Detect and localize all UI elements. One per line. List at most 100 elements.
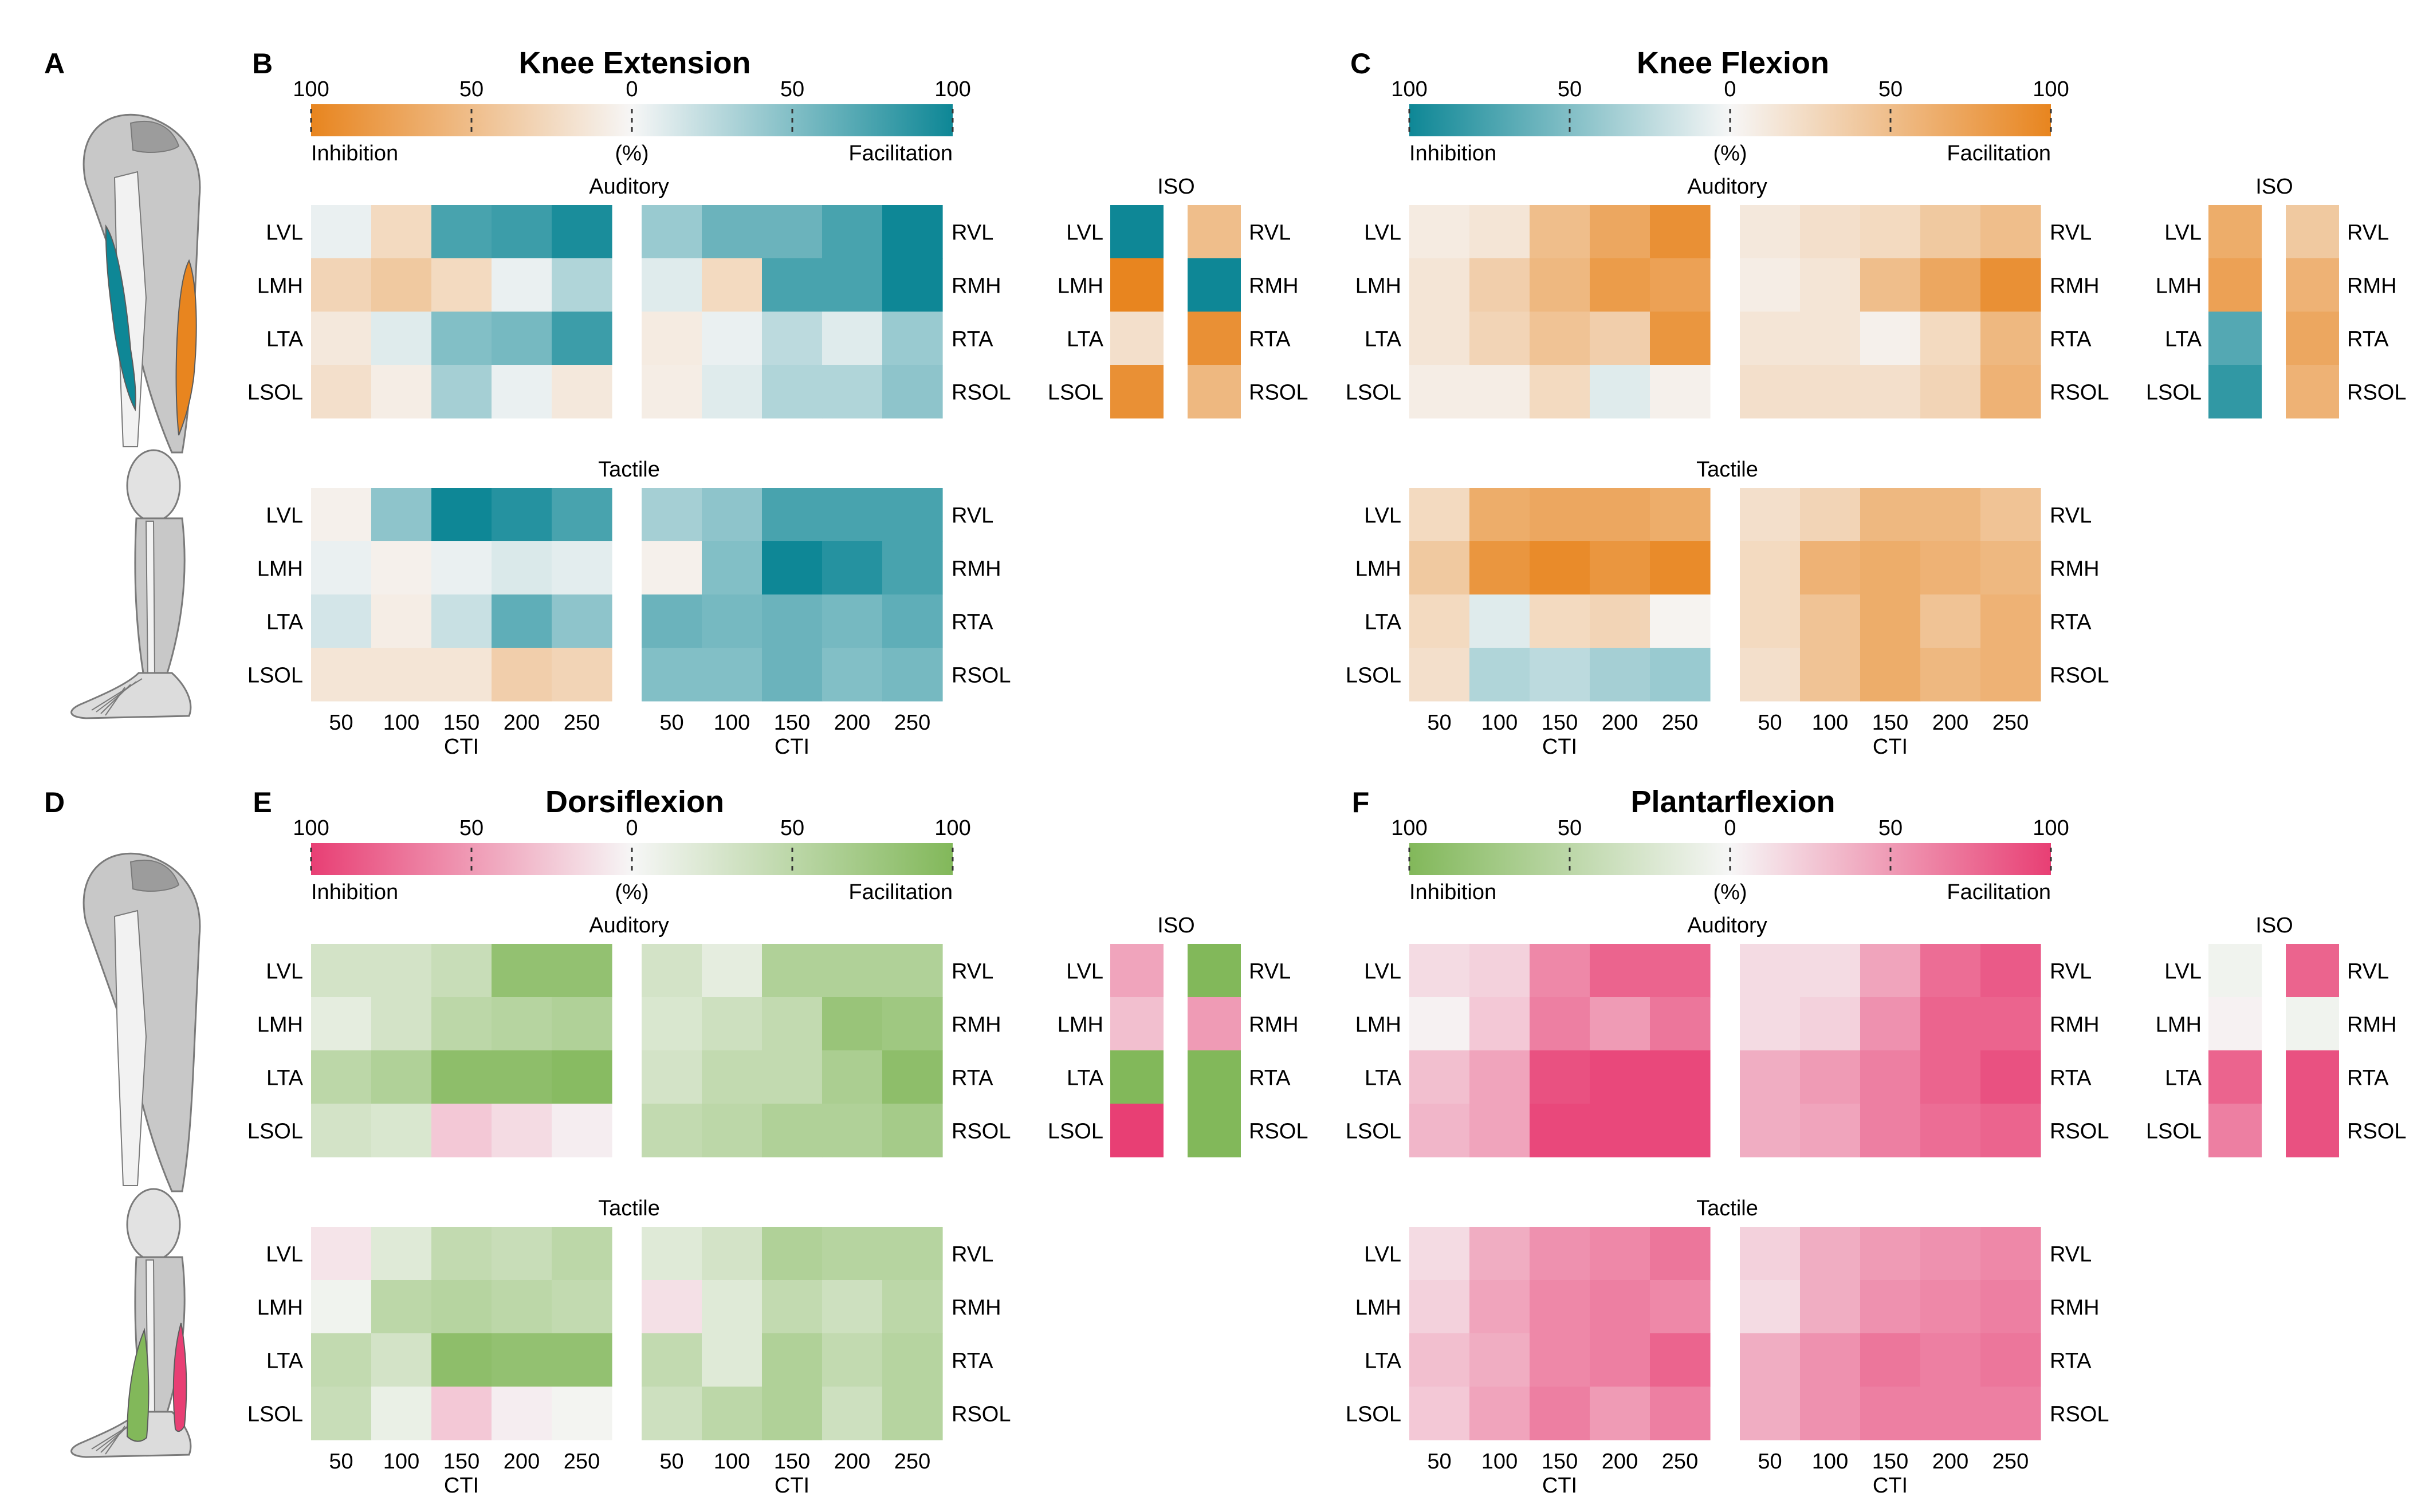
tactile-right-cell	[1920, 1387, 1981, 1440]
tactile-section-label: Tactile	[1696, 458, 1758, 482]
row-label-left: LVL	[266, 221, 303, 245]
auditory-right-cell	[1860, 365, 1921, 419]
tactile-right-cell	[882, 594, 943, 648]
auditory-left-cell	[1530, 1104, 1590, 1157]
x-tick-label: 100	[1481, 1450, 1518, 1474]
x-tick-label: 50	[1758, 1450, 1782, 1474]
auditory-right-cell	[1980, 1104, 2041, 1157]
colorbar-left-label: Inhibition	[311, 880, 398, 904]
row-label-right: RVL	[952, 504, 993, 528]
tactile-left-cell	[1409, 1280, 1470, 1334]
row-label-right: RSOL	[952, 664, 1011, 688]
panel-letter-a: A	[44, 48, 65, 80]
auditory-right-cell	[1740, 997, 1801, 1051]
auditory-right-cell	[882, 1050, 943, 1104]
tactile-right-cell	[762, 541, 823, 595]
row-label-right: RSOL	[952, 1120, 1011, 1144]
auditory-right-cell	[1860, 1104, 1921, 1157]
auditory-right-cell	[1920, 312, 1981, 365]
tactile-right-cell	[642, 648, 702, 702]
tactile-right-cell	[1740, 488, 1801, 542]
row-label-right: RMH	[952, 1296, 1001, 1320]
x-tick-label: 50	[659, 1450, 683, 1474]
iso-section-label: ISO	[2255, 175, 2293, 199]
tactile-left-cell	[1650, 594, 1711, 648]
tactile-left-cell	[1530, 1280, 1590, 1334]
auditory-right-cell	[1800, 1050, 1861, 1104]
tactile-right-cell	[1800, 1387, 1861, 1440]
tactile-left-cell	[1409, 1227, 1470, 1281]
tactile-left-cell	[1650, 1333, 1711, 1387]
panel-title: Knee Extension	[518, 46, 750, 80]
iso-row-label-right: RTA	[1249, 1066, 1291, 1090]
auditory-left-cell	[371, 997, 432, 1051]
tactile-left-cell	[492, 1280, 552, 1334]
row-label-right: RTA	[2050, 1066, 2092, 1090]
iso-row-label-left: LTA	[2165, 1066, 2202, 1090]
panel-c: C Knee Flexion 100 50 0 50 100 Inhibition (%) Fac…	[1346, 46, 2407, 759]
iso-left-cell	[2208, 205, 2262, 259]
highlighted-muscle-green-0	[126, 1328, 150, 1442]
auditory-left-cell	[1530, 997, 1590, 1051]
auditory-right-cell	[762, 1104, 823, 1157]
row-label-right: RTA	[952, 611, 993, 635]
tactile-right-cell	[762, 1280, 823, 1334]
auditory-section-label: Auditory	[589, 175, 669, 199]
colorbar-tick-label: 100	[293, 77, 329, 101]
tactile-left-cell	[1530, 1387, 1590, 1440]
auditory-left-cell	[1650, 944, 1711, 998]
panel-letter: B	[252, 48, 273, 80]
shank-muscle-shape	[134, 517, 186, 674]
iso-section-label: ISO	[1157, 175, 1194, 199]
tactile-right-cell	[642, 1280, 702, 1334]
tactile-left-cell	[492, 648, 552, 702]
x-tick-label: 100	[1812, 1450, 1848, 1474]
tactile-left-cell	[371, 1333, 432, 1387]
x-tick-label: 50	[1427, 711, 1451, 735]
tactile-right-cell	[642, 541, 702, 595]
tactile-left-cell	[371, 541, 432, 595]
colorbar-center-label: (%)	[615, 880, 648, 904]
colorbar-tick-label: 0	[626, 816, 638, 840]
auditory-left-cell	[1469, 1050, 1530, 1104]
iso-row-label-left: LSOL	[1048, 381, 1103, 405]
auditory-right-cell	[642, 312, 702, 365]
iso-left-cell	[2208, 1050, 2262, 1104]
row-label-right: RTA	[2050, 611, 2092, 635]
auditory-right-cell	[762, 312, 823, 365]
auditory-right-cell	[882, 944, 943, 998]
row-label-left: LSOL	[1346, 664, 1401, 688]
tactile-left-cell	[1469, 541, 1530, 595]
iso-row-label-left: LMH	[2156, 1013, 2202, 1037]
auditory-left-cell	[311, 365, 372, 419]
row-label-right: RTA	[952, 1349, 993, 1373]
iso-row-label-right: RSOL	[1249, 381, 1308, 405]
tactile-left-cell	[1409, 488, 1470, 542]
auditory-left-cell	[492, 944, 552, 998]
tactile-right-cell	[882, 1227, 943, 1281]
colorbar-tick-label: 50	[1558, 77, 1582, 101]
iso-row-label-right: RSOL	[2347, 1120, 2406, 1144]
auditory-section-label: Auditory	[589, 914, 669, 938]
colorbar-center-label: (%)	[1713, 141, 1747, 166]
tactile-left-cell	[1530, 488, 1590, 542]
auditory-left-cell	[1409, 944, 1470, 998]
auditory-right-cell	[822, 365, 883, 419]
thigh-fascia-shape	[113, 909, 147, 1186]
row-label-right: RVL	[2050, 960, 2092, 984]
auditory-right-cell	[1980, 997, 2041, 1051]
x-tick-label: 100	[1812, 711, 1848, 735]
row-label-left: LMH	[257, 557, 303, 581]
auditory-left-cell	[371, 944, 432, 998]
row-label-left: LSOL	[247, 664, 303, 688]
colorbar-tick-label: 50	[780, 77, 804, 101]
tactile-section-label: Tactile	[1696, 1196, 1758, 1220]
row-label-left: LVL	[1364, 1243, 1401, 1267]
row-label-right: RMH	[2050, 1296, 2100, 1320]
iso-right-cell	[1188, 258, 1241, 312]
tactile-right-cell	[702, 1227, 763, 1281]
tactile-right-cell	[882, 1280, 943, 1334]
iso-left-cell	[2208, 365, 2262, 419]
auditory-right-cell	[1800, 1104, 1861, 1157]
auditory-left-cell	[1469, 1104, 1530, 1157]
